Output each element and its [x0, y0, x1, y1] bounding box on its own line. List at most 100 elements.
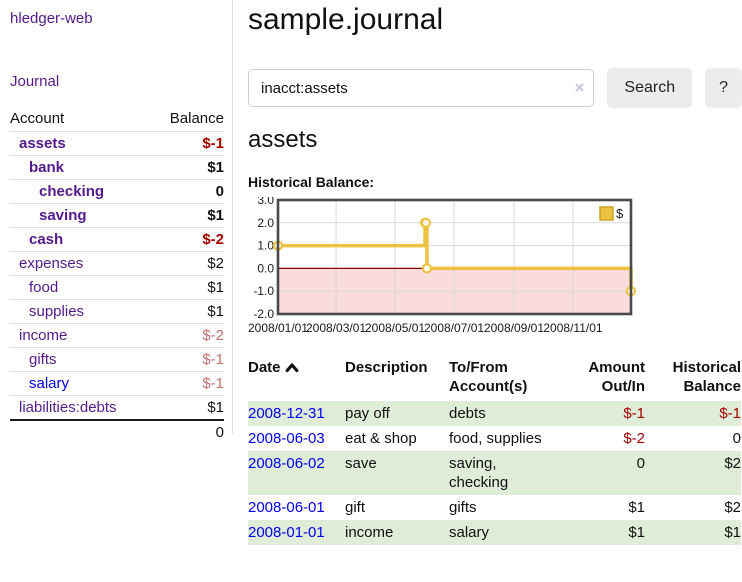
account-row: assets $-1 [10, 131, 224, 156]
sidebar-account-checking[interactable]: checking [39, 183, 105, 200]
help-button[interactable]: ? [705, 68, 742, 108]
transaction-balance: 0 [732, 430, 741, 447]
transaction-date-link[interactable]: 2008-06-01 [248, 499, 325, 516]
transaction-date-link[interactable]: 2008-12-31 [248, 405, 325, 422]
svg-text:2008/07/01: 2008/07/01 [424, 321, 484, 335]
account-balance: $1 [151, 203, 224, 228]
svg-text:2008/03/01: 2008/03/01 [306, 321, 366, 335]
accounts-total-value: 0 [151, 419, 224, 445]
account-balance: $-2 [151, 227, 224, 252]
account-balance: $1 [151, 155, 224, 180]
sidebar-account-salary[interactable]: salary [29, 375, 70, 392]
chart-title: Historical Balance: [248, 174, 375, 190]
svg-text:2008/11/01: 2008/11/01 [543, 321, 602, 335]
transaction-balance: $2 [647, 451, 741, 495]
sort-ascending-icon [285, 363, 298, 373]
clear-search-icon[interactable]: × [574, 77, 585, 97]
search-bar: × Search ? [248, 68, 742, 108]
accounts-total-row: 0 [10, 419, 224, 445]
transaction-accounts: debts [449, 401, 557, 426]
transaction-amount: $-2 [623, 430, 645, 447]
transaction-row: 2008-06-02 save saving, checking 0 $2 [248, 451, 741, 495]
svg-text:2008/01/01: 2008/01/01 [248, 321, 308, 335]
transaction-description: eat & shop [345, 430, 417, 447]
sidebar-account-supplies[interactable]: supplies [29, 303, 85, 320]
historical-balance-chart[interactable]: 3.0 2.0 1.0 0.0 -1.0 -2.0 2008/01/01 2008/03/01… [248, 197, 640, 339]
svg-text:-2.0: -2.0 [253, 307, 274, 321]
transaction-balance: $-1 [647, 401, 741, 426]
account-row: supplies $1 [10, 299, 224, 324]
account-row: income $-2 [10, 323, 224, 348]
register-header-tofrom: To/From Account(s) [449, 359, 528, 395]
accounts-balance-table: Account Balance assets $-1 bank $1 checking 0… [10, 108, 224, 445]
account-row: bank $1 [10, 155, 224, 180]
search-button[interactable]: Search [607, 68, 693, 108]
svg-text:-1.0: -1.0 [253, 284, 274, 298]
account-balance: 0 [151, 179, 224, 204]
transaction-date-link[interactable]: 2008-06-03 [248, 430, 325, 447]
register-header-amount: Amount Out/In [588, 359, 645, 395]
sidebar-account-assets[interactable]: assets [19, 135, 66, 152]
account-balance: $1 [151, 299, 224, 324]
sidebar-account-cash[interactable]: cash [29, 231, 64, 248]
sidebar-account-gifts[interactable]: gifts [29, 351, 57, 368]
svg-text:0.0: 0.0 [257, 261, 274, 275]
svg-text:$: $ [616, 206, 624, 221]
sidebar-account-income[interactable]: income [19, 327, 68, 344]
main-content: sample.journal × Search ? assets Histori… [233, 0, 742, 545]
search-box: × [248, 69, 595, 107]
sidebar-account-food[interactable]: food [29, 279, 59, 296]
transaction-balance: $1 [647, 520, 741, 545]
search-input[interactable] [248, 69, 595, 107]
transaction-date-link[interactable]: 2008-06-02 [248, 455, 325, 472]
total-spacer [10, 419, 152, 445]
account-balance: $-1 [151, 371, 224, 396]
transaction-row: 2008-06-01 gift gifts $1 $2 [248, 495, 741, 520]
account-heading: assets [248, 126, 318, 153]
app-title-link[interactable]: hledger-web [10, 10, 93, 27]
transaction-description: income [345, 520, 449, 545]
svg-text:1.0: 1.0 [257, 239, 274, 253]
account-row: cash $-2 [10, 227, 224, 252]
svg-text:3.0: 3.0 [257, 197, 274, 207]
account-balance: $1 [151, 275, 224, 300]
account-row: food $1 [10, 275, 224, 300]
account-row: saving $1 [10, 203, 224, 228]
transaction-amount: $1 [628, 499, 645, 516]
register-header-date[interactable]: Date [248, 356, 345, 401]
sidebar-account-expenses[interactable]: expenses [19, 255, 84, 272]
page-title: sample.journal [248, 3, 444, 36]
account-balance: $2 [151, 251, 224, 276]
transaction-date-link[interactable]: 2008-01-01 [248, 524, 325, 541]
account-balance: $-2 [151, 323, 224, 348]
transaction-accounts: gifts [449, 499, 477, 516]
account-row: gifts $-1 [10, 347, 224, 372]
transaction-accounts: saving, checking [449, 451, 557, 495]
sidebar: hledger-web Journal Account Balance asse… [0, 0, 233, 445]
sidebar-account-bank[interactable]: bank [29, 159, 65, 176]
sidebar-item-journal[interactable]: Journal [10, 73, 60, 90]
transaction-description: gift [345, 499, 366, 516]
transaction-row: 2008-01-01 income salary $1 $1 [248, 520, 741, 545]
chart-canvas: 3.0 2.0 1.0 0.0 -1.0 -2.02008/01/012008/03/01… [248, 197, 637, 335]
transaction-accounts: salary [449, 520, 557, 545]
sidebar-account-liabilities-debts[interactable]: liabilities:debts [19, 399, 117, 416]
register-table: Date Description To/From Account(s) Amount Ou… [248, 356, 741, 545]
transaction-amount: $1 [557, 520, 647, 545]
transaction-description: save [345, 451, 449, 495]
svg-text:2.0: 2.0 [257, 216, 274, 230]
transaction-description: pay off [345, 401, 449, 426]
transaction-row: 2008-12-31 pay off debts $-1 $-1 [248, 401, 741, 426]
transaction-balance: $2 [724, 499, 741, 516]
transaction-row: 2008-06-03 eat & shop food, supplies $-2 0 [248, 426, 741, 451]
sidebar-nav: Journal [10, 73, 224, 90]
account-row: checking 0 [10, 179, 224, 204]
sidebar-account-saving[interactable]: saving [39, 207, 87, 224]
account-row: expenses $2 [10, 251, 224, 276]
transaction-accounts: food, supplies [449, 430, 542, 447]
transaction-amount: 0 [557, 451, 647, 495]
accounts-column-header: Account [10, 108, 152, 132]
page: hledger-web Journal Account Balance asse… [0, 0, 742, 545]
account-row: salary $-1 [10, 371, 224, 396]
account-balance: $-1 [151, 347, 224, 372]
